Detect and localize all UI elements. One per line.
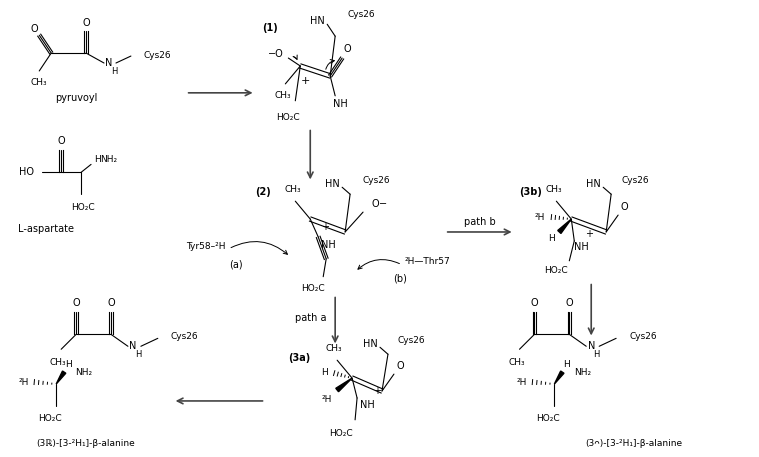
Text: O: O bbox=[531, 298, 538, 308]
Text: HO: HO bbox=[19, 167, 34, 177]
Text: O: O bbox=[620, 202, 628, 212]
Text: CH₃: CH₃ bbox=[284, 185, 301, 194]
Text: O: O bbox=[371, 199, 379, 209]
Text: Tyr58–²H: Tyr58–²H bbox=[186, 242, 225, 251]
Text: +: + bbox=[373, 386, 381, 396]
Text: (a): (a) bbox=[228, 260, 242, 270]
Text: Cys26: Cys26 bbox=[362, 176, 389, 185]
Polygon shape bbox=[335, 378, 352, 392]
Text: ²H—Thr57: ²H—Thr57 bbox=[405, 257, 451, 266]
Text: H: H bbox=[93, 155, 100, 164]
Text: H: H bbox=[65, 360, 71, 369]
Text: HO₂C: HO₂C bbox=[71, 202, 95, 212]
Text: O: O bbox=[343, 44, 351, 54]
Text: O: O bbox=[396, 361, 404, 371]
Text: O: O bbox=[30, 24, 38, 34]
Text: ²H: ²H bbox=[18, 377, 29, 387]
Text: Cys26: Cys26 bbox=[171, 332, 198, 341]
Text: CH₃: CH₃ bbox=[31, 79, 48, 87]
Text: Cys26: Cys26 bbox=[398, 336, 426, 345]
Text: N: N bbox=[587, 341, 595, 351]
Text: CH₃: CH₃ bbox=[326, 344, 342, 353]
Text: path b: path b bbox=[464, 217, 496, 227]
Text: HO₂C: HO₂C bbox=[301, 284, 325, 293]
Text: O: O bbox=[82, 18, 90, 28]
Text: H: H bbox=[593, 350, 600, 359]
Text: H: H bbox=[111, 68, 117, 76]
Text: +: + bbox=[585, 229, 594, 239]
Text: (2): (2) bbox=[256, 187, 271, 197]
Text: CH₃: CH₃ bbox=[50, 358, 67, 367]
Text: HO₂C: HO₂C bbox=[544, 266, 568, 275]
Text: O: O bbox=[58, 136, 65, 145]
Text: CH₃: CH₃ bbox=[509, 358, 524, 367]
Text: (3b): (3b) bbox=[519, 187, 543, 197]
Text: Cys26: Cys26 bbox=[629, 332, 657, 341]
Text: CH₃: CH₃ bbox=[274, 91, 291, 100]
Polygon shape bbox=[56, 371, 66, 384]
Text: N: N bbox=[106, 58, 112, 68]
Text: HN: HN bbox=[310, 16, 325, 26]
Text: HO₂C: HO₂C bbox=[38, 414, 62, 423]
Text: +: + bbox=[301, 76, 310, 86]
Text: Cys26: Cys26 bbox=[621, 176, 649, 185]
Text: −O: −O bbox=[267, 49, 283, 59]
Text: (3ᴖ)-[3-²H₁]-β-alanine: (3ᴖ)-[3-²H₁]-β-alanine bbox=[585, 439, 682, 448]
Text: NH: NH bbox=[321, 240, 335, 250]
Text: (1): (1) bbox=[263, 23, 279, 33]
Polygon shape bbox=[554, 371, 564, 384]
Text: NH₂: NH₂ bbox=[100, 155, 118, 164]
Text: O: O bbox=[72, 298, 80, 308]
Text: H: H bbox=[134, 350, 141, 359]
Text: NH₂: NH₂ bbox=[76, 367, 93, 377]
Text: N: N bbox=[129, 341, 137, 351]
Text: L-aspartate: L-aspartate bbox=[18, 224, 74, 234]
Text: H: H bbox=[548, 234, 555, 244]
Text: NH: NH bbox=[360, 400, 374, 410]
Text: −: − bbox=[379, 199, 387, 209]
Text: (b): (b) bbox=[393, 274, 407, 284]
Text: HN: HN bbox=[586, 179, 600, 189]
Text: (3ℝ)-[3-²H₁]-β-alanine: (3ℝ)-[3-²H₁]-β-alanine bbox=[36, 439, 135, 448]
Text: O: O bbox=[565, 298, 573, 308]
Text: ²H: ²H bbox=[322, 395, 332, 404]
Text: HO₂C: HO₂C bbox=[329, 429, 353, 438]
Text: H: H bbox=[321, 367, 328, 377]
Text: ²H: ²H bbox=[534, 213, 545, 222]
Text: path a: path a bbox=[294, 314, 326, 324]
Text: HN: HN bbox=[363, 339, 377, 349]
Text: H: H bbox=[563, 360, 570, 369]
Text: ²H: ²H bbox=[516, 377, 527, 387]
Text: Cys26: Cys26 bbox=[347, 10, 375, 19]
Text: NH₂: NH₂ bbox=[574, 367, 591, 377]
Text: NH: NH bbox=[332, 99, 348, 109]
Polygon shape bbox=[558, 219, 572, 234]
Text: (3a): (3a) bbox=[288, 353, 310, 363]
Text: HN: HN bbox=[325, 179, 339, 189]
Text: O: O bbox=[107, 298, 115, 308]
Text: NH: NH bbox=[574, 242, 589, 252]
Text: CH₃: CH₃ bbox=[545, 185, 562, 194]
Text: HO₂C: HO₂C bbox=[537, 414, 560, 423]
Text: pyruvoyl: pyruvoyl bbox=[55, 93, 97, 103]
Text: Cys26: Cys26 bbox=[144, 51, 172, 59]
Text: +: + bbox=[321, 222, 329, 232]
Text: HO₂C: HO₂C bbox=[276, 113, 300, 122]
